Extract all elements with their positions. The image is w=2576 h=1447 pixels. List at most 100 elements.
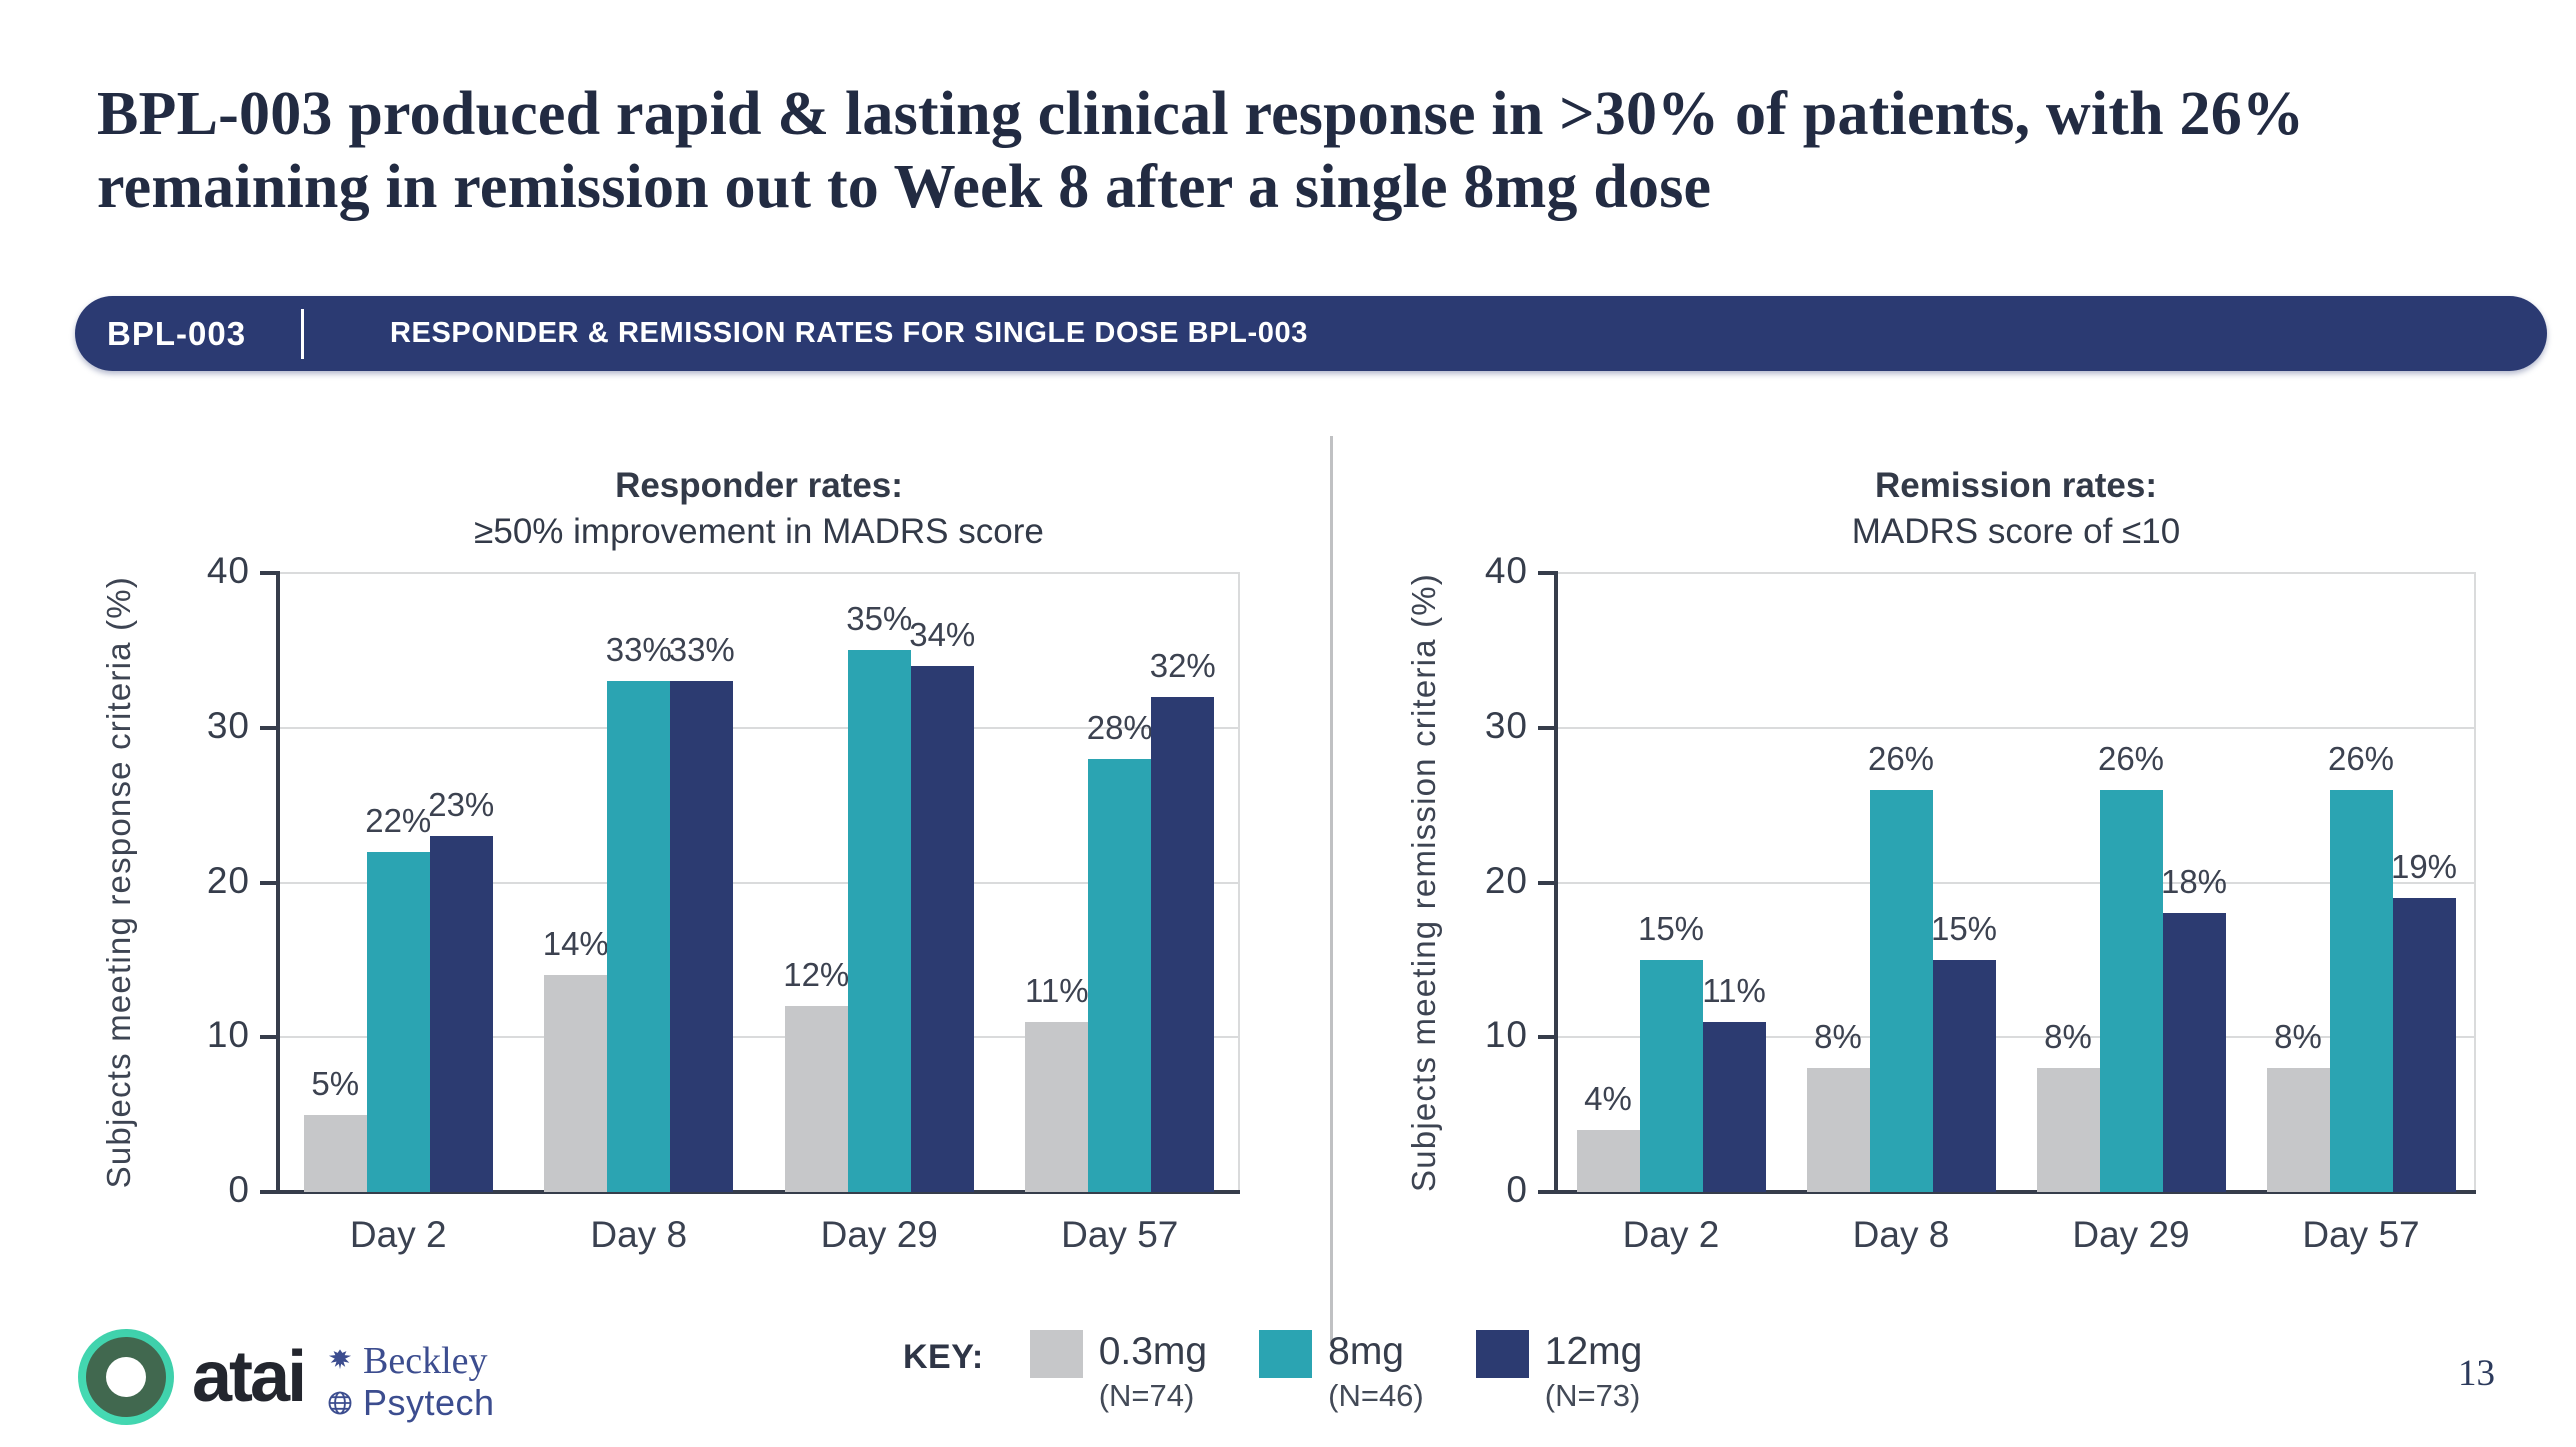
plot-right-border [2474,573,2476,1192]
y-tick [1538,725,1554,730]
grid-line [278,572,1240,574]
bar-8mg [1088,758,1152,1192]
grid-line [1556,881,2476,884]
x-category-label: Day 29 [2072,1214,2190,1255]
y-tick-label: 30 [1484,704,1528,746]
bar-12mg [1151,696,1215,1192]
bar-8mg [607,681,671,1192]
bar-12mg [1702,1021,1766,1192]
y-tick [260,880,276,885]
plot-area: 0 10 20 30 40 4% 15% 11% Day 2 8% 26% 15% Day 8 8% 26%… [1485,550,2476,1255]
bar-value-label: 14% [542,925,609,963]
atai-ring-icon [78,1329,174,1425]
y-tick [260,1035,276,1040]
bar-value-label: 15% [1930,909,1998,947]
bar-value-label: 33% [605,631,672,669]
y-tick-label: 10 [1484,1014,1528,1056]
psytech-name: Psytech [363,1382,495,1423]
remission-chart: Remission rates: MADRS score of ≤10 Subjec… [1395,455,2545,1335]
y-tick-label: 0 [1506,1169,1528,1210]
x-category-label: Day 29 [820,1214,938,1255]
x-axis-line [1554,1190,2476,1194]
bar-value-label: 26% [2327,739,2395,777]
y-tick-label: 40 [1484,550,1528,591]
legend-label: 0.3mg [1098,1330,1208,1373]
x-axis-line [276,1190,1240,1194]
bar-12mg [2392,897,2456,1192]
y-tick-label: 30 [206,704,250,746]
bar-value-label: 4% [1584,1080,1632,1118]
bar-12mg [1932,959,1996,1192]
bar-value-label: 18% [2160,863,2228,901]
chart-subtitle: MADRS score of ≤10 [1851,512,2181,551]
legend-n: (N=46) [1328,1378,1424,1413]
legend-key-label: KEY: [903,1338,984,1376]
y-axis-line [276,571,280,1192]
beckley-psytech-logo: Beckley Psytech [325,1340,495,1424]
bar-0.3mg [1806,1068,1870,1192]
atai-logo: atai [78,1329,307,1425]
bar-value-label: 11% [1702,971,1766,1009]
bar-value-label: 11% [1024,971,1089,1009]
bar-12mg [2162,913,2226,1192]
bar-value-label: 32% [1149,646,1216,684]
grid-line [278,1036,1240,1039]
plot-right-border [1238,573,1240,1192]
y-tick [260,1190,276,1194]
legend-n: (N=74) [1098,1378,1195,1413]
y-tick [1538,571,1554,575]
bar-value-label: 28% [1086,708,1153,746]
bar-value-label: 26% [1867,739,1935,777]
dose-legend: KEY: 0.3mg (N=74) 8mg (N=46) 12mg (N=73) [903,1330,1694,1414]
grid-line [1556,726,2476,729]
y-tick-label: 0 [228,1169,250,1210]
banner-heading: RESPONDER & REMISSION RATES FOR SINGLE D… [390,317,1308,349]
x-category-label: Day 57 [2302,1214,2420,1255]
chart-subtitle: ≥50% improvement in MADRS score [474,512,1044,551]
x-category-label: Day 57 [1061,1214,1179,1255]
bar-value-label: 8% [2044,1018,2092,1056]
grid-line [278,726,1240,729]
bar-value-label: 8% [1814,1018,1862,1056]
y-tick-label: 20 [1484,859,1528,901]
y-tick [260,725,276,730]
bar-12mg [429,836,493,1192]
x-category-label: Day 2 [349,1214,447,1255]
chart-title: Responder rates: [615,466,903,505]
grid-line [1556,1036,2476,1039]
bar-value-label: 15% [1637,909,1705,947]
bar-value-label: 5% [311,1064,360,1102]
bar-0.3mg [784,1006,848,1192]
bar-0.3mg [303,1114,367,1192]
plot-area: 0 10 20 30 40 5% 22% 23% Day 2 14% 33% 33% Day 8 12% 3… [207,550,1240,1255]
chart-divider [1330,436,1333,1346]
atai-wordmark: atai [192,1337,307,1417]
grid-line [278,881,1240,884]
bar-0.3mg [544,975,608,1192]
y-tick [1538,1035,1554,1040]
grid-line [1556,572,2476,574]
bar-0.3mg [1576,1130,1640,1192]
chart-title: Remission rates: [1874,466,2158,505]
bar-8mg [847,650,911,1192]
x-category-label: Day 2 [1622,1214,1720,1255]
x-category-label: Day 8 [590,1214,688,1255]
bar-value-label: 19% [2390,847,2458,885]
y-tick-label: 20 [206,859,250,901]
legend-n: (N=73) [1544,1378,1641,1413]
bar-value-label: 22% [365,801,432,839]
bar-value-label: 33% [668,631,735,669]
bar-8mg [1639,959,1703,1192]
legend-swatch-12mg [1475,1330,1529,1378]
chart-title-block: Remission rates: MADRS score of ≤10 [1556,463,2476,555]
bar-value-label: 26% [2097,739,2165,777]
y-axis-title: Subjects meeting response criteria (%) [100,576,137,1189]
beckley-name: Beckley [363,1340,488,1382]
bar-8mg [1869,789,1933,1192]
legend-label: 12mg [1544,1330,1643,1373]
y-axis-line [1554,571,1558,1192]
page-title: BPL-003 produced rapid & lasting clinica… [97,80,2305,221]
legend-item-8mg: 8mg (N=46) [1259,1330,1424,1414]
bar-8mg [2099,789,2163,1192]
